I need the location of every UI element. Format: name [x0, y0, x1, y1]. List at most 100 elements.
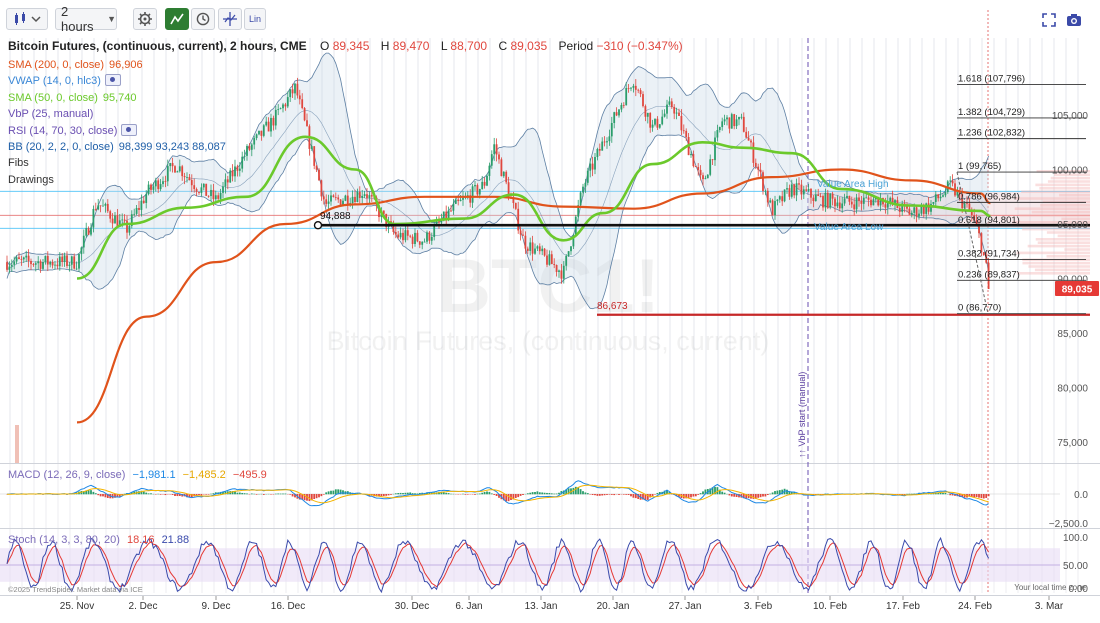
candle-body [32, 264, 35, 265]
value-area-low-label: Value Area Low [814, 222, 884, 233]
time-tick-label: 16. Dec [271, 601, 305, 612]
candle-body [442, 211, 445, 221]
candle-body [985, 255, 988, 263]
candle-body [457, 199, 460, 202]
study-legend-row[interactable]: Fibs [8, 156, 29, 170]
macd-histogram-bar [507, 494, 510, 502]
candle-body [980, 233, 983, 253]
study-legend-row[interactable]: RSI (14, 70, 30, close) [8, 123, 138, 138]
candle-body [966, 203, 968, 205]
candle-body [241, 156, 244, 169]
candle-body [130, 214, 133, 227]
macd-histogram-bar [466, 494, 469, 495]
candle-body [786, 188, 788, 190]
macd-histogram-bar [654, 494, 656, 495]
candle-body [682, 130, 685, 132]
chart-type-button[interactable] [6, 8, 48, 30]
stoch-legend-v1: 18.16 [126, 534, 155, 546]
candle-body [625, 88, 628, 106]
candle-body [39, 261, 42, 269]
stoch-pane: 100.0 50.00 0.00 [0, 533, 1088, 595]
candle-body [306, 120, 308, 127]
candle-body [459, 199, 462, 202]
macd-histogram-bar [963, 494, 966, 498]
price-axis: 105,000 100,000 95,000 90,000 85,000 80,000 75… [1052, 111, 1099, 449]
interval-select[interactable]: 2 hours ▼ [55, 4, 117, 34]
study-legend-row[interactable]: SMA (50, 0, close) 95,740 [8, 91, 137, 105]
candle-body [915, 207, 918, 217]
macd-histogram-bar [186, 494, 188, 498]
settings-button[interactable] [133, 8, 157, 30]
candle-body [118, 220, 121, 227]
candle-body [260, 130, 263, 136]
candle-body [339, 199, 342, 206]
macd-histogram-bar [164, 494, 167, 496]
vbp-bar [1022, 227, 1090, 231]
candle-body [58, 256, 61, 267]
candle-body [111, 218, 114, 224]
replay-button[interactable] [191, 8, 215, 30]
time-tick-label: 3. Feb [744, 601, 773, 612]
macd-histogram-bar [601, 494, 604, 496]
visibility-eye-icon[interactable] [121, 123, 138, 136]
candle-body [514, 203, 517, 209]
candle-body [82, 235, 85, 248]
macd-histogram-bar [303, 494, 306, 501]
macd-histogram-bar [555, 493, 558, 495]
visibility-eye-icon[interactable] [104, 74, 121, 87]
auto-trendlines-button[interactable] [165, 8, 189, 30]
macd-histogram-bar [553, 493, 556, 495]
study-legend-row[interactable]: VbP (25, manual) [8, 107, 93, 121]
study-legend-row[interactable]: BB (20, 2, 2, 0, close) 98,399 93,243 88,… [8, 140, 226, 154]
fib-label: 0.786 (96,984) [958, 191, 1020, 202]
vbp-bar [1047, 180, 1090, 183]
stoch-legend-v2: 21.88 [161, 534, 190, 546]
study-name: Fibs [8, 157, 29, 170]
candle-body [932, 201, 935, 204]
vbp-bar [1061, 217, 1090, 221]
vbp-bar [1012, 221, 1090, 224]
fib-trend-line [956, 171, 989, 314]
candle-body [848, 195, 851, 202]
candle-body [949, 180, 952, 182]
macd-histogram-bar [944, 492, 947, 495]
study-value: 96,906 [109, 59, 143, 71]
scale-toggle-button[interactable]: Lin [244, 8, 266, 30]
macd-histogram-bar [118, 494, 121, 497]
close-label: C [498, 39, 508, 53]
stoch-tick-label: 50.00 [1063, 561, 1088, 572]
candle-body [606, 141, 608, 143]
crosshair-button[interactable] [218, 8, 242, 30]
price-tick-label: 90,000 [1057, 275, 1088, 286]
candle-body [555, 265, 558, 272]
candle-body [286, 97, 289, 107]
snapshot-button[interactable] [1066, 13, 1082, 27]
line-anchor-handle [313, 221, 323, 230]
macd-histogram-bar [757, 494, 760, 498]
candle-body [313, 146, 316, 166]
candle-body [603, 141, 606, 143]
stoch-legend[interactable]: Stoch (14, 3, 3, 80, 20) 18.16 21.88 [8, 533, 189, 547]
candle-body [802, 189, 805, 195]
study-legend-row[interactable]: VWAP (14, 0, hlc3) [8, 74, 121, 88]
macd-histogram-bar [262, 494, 265, 495]
macd-histogram-bar [159, 494, 162, 495]
fullscreen-button[interactable] [1042, 13, 1056, 27]
macd-legend[interactable]: MACD (12, 26, 9, close) −1,981.1 −1,485.… [8, 468, 267, 482]
study-legend-row[interactable]: Drawings [8, 173, 54, 187]
macd-histogram-bar [322, 494, 325, 495]
candle-body [709, 159, 712, 175]
candle-body [697, 167, 700, 170]
macd-histogram-bar [754, 494, 757, 499]
candle-body [901, 203, 904, 212]
study-legend-row[interactable]: SMA (200, 0, close) 96,906 [8, 58, 143, 72]
macd-histogram-bar [270, 494, 272, 495]
price-tick-label: 85,000 [1057, 329, 1088, 340]
time-tick-label: 20. Jan [597, 601, 630, 612]
candle-body [598, 148, 601, 151]
candle-body [630, 87, 632, 89]
vbp-start-label: ↑↑ VbP start (manual) [797, 372, 807, 458]
candle-body [174, 166, 176, 173]
candle-body [759, 169, 762, 173]
